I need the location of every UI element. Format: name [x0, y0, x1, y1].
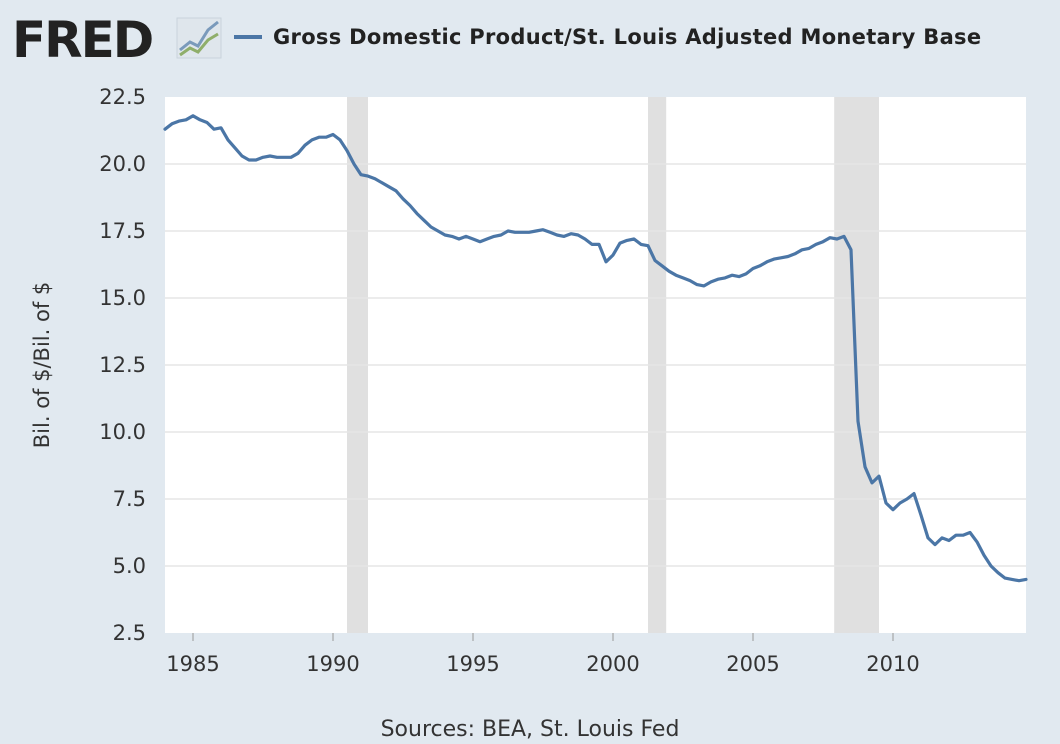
y-tick-label: 15.0	[99, 286, 146, 310]
x-tick-label: 2000	[586, 652, 639, 676]
legend: Gross Domestic Product/St. Louis Adjuste…	[234, 25, 981, 49]
x-tick-label: 2005	[726, 652, 779, 676]
x-tick-label: 1990	[306, 652, 359, 676]
y-tick-label: 7.5	[113, 487, 146, 511]
y-axis-ticks: 2.5 5.0 7.5 10.0 12.5 15.0 17.5 20.0 22.5	[99, 85, 146, 645]
gridlines	[165, 163, 1026, 567]
series-line-0	[163, 114, 1028, 583]
legend-series-name: Gross Domestic Product/St. Louis Adjuste…	[273, 25, 981, 49]
fred-logo[interactable]: FRED	[12, 11, 222, 69]
source-text: Sources: BEA, St. Louis Fed	[381, 717, 680, 742]
y-tick-label: 22.5	[99, 85, 146, 109]
x-tick-label: 1995	[446, 652, 499, 676]
y-tick-label: 17.5	[99, 219, 146, 243]
x-axis-ticks: 1985 1990 1995 2000 2005 2010	[166, 633, 920, 676]
y-tick-label: 12.5	[99, 353, 146, 377]
y-tick-label: 20.0	[99, 152, 146, 176]
y-tick-label: 5.0	[113, 554, 146, 578]
series-group	[163, 114, 1028, 583]
fred-logo-text: FRED	[12, 11, 152, 69]
x-tick-label: 2010	[866, 652, 919, 676]
y-axis-label: Bil. of $/Bil. of $	[30, 282, 54, 448]
y-tick-label: 10.0	[99, 420, 146, 444]
fred-line-graph-icon	[176, 17, 222, 59]
x-tick-label: 1985	[166, 652, 219, 676]
y-tick-label: 2.5	[113, 621, 146, 645]
